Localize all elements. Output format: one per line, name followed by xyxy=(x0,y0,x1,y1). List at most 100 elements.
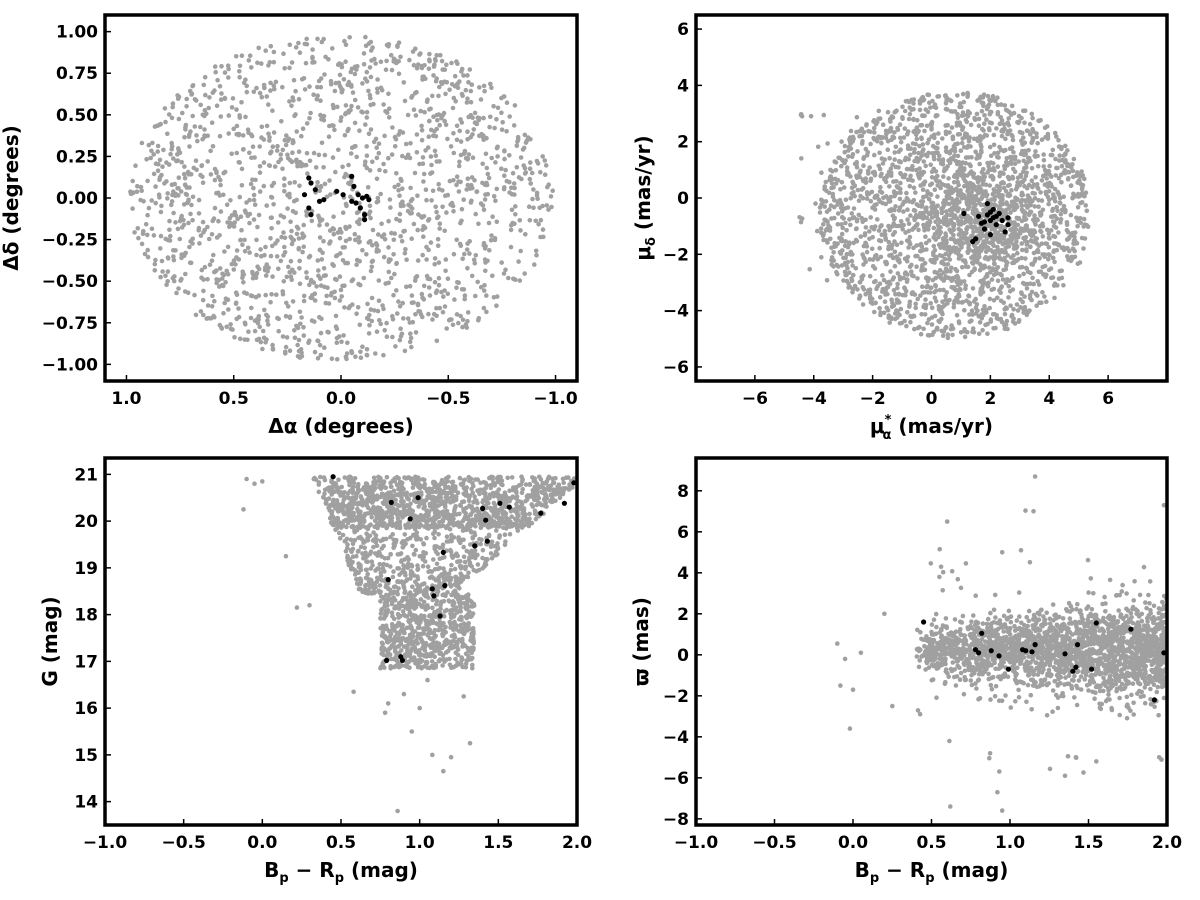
field-star-point xyxy=(439,58,445,64)
field-star-point xyxy=(911,225,917,231)
field-star-point xyxy=(546,207,551,212)
field-star-point xyxy=(360,344,365,350)
field-star-point xyxy=(550,188,555,193)
field-star-point xyxy=(998,102,1004,107)
field-star-point xyxy=(902,174,907,180)
field-star-point xyxy=(1008,160,1013,165)
field-star-point xyxy=(441,294,446,299)
field-star-point xyxy=(895,271,901,276)
field-star-point xyxy=(846,242,852,247)
field-star-point xyxy=(908,213,913,218)
field-star-point xyxy=(962,334,968,340)
field-star-point xyxy=(163,119,168,125)
field-star-point xyxy=(233,300,239,306)
field-star-point xyxy=(465,96,470,101)
field-star-point xyxy=(872,309,877,315)
field-star-point xyxy=(130,206,135,211)
field-star-point xyxy=(1033,222,1038,227)
field-star-point xyxy=(503,167,508,173)
field-star-point xyxy=(443,91,448,97)
field-star-point xyxy=(439,289,444,295)
field-star-point xyxy=(965,111,971,117)
field-star-point xyxy=(363,122,368,127)
field-star-point xyxy=(430,93,435,99)
field-star-point xyxy=(924,284,929,290)
field-star-point xyxy=(150,140,155,146)
field-star-point xyxy=(1038,229,1044,235)
y-tick-label: −4 xyxy=(663,302,689,322)
field-star-point xyxy=(153,184,158,189)
field-star-point xyxy=(877,116,883,121)
field-star-point xyxy=(1053,156,1058,162)
field-star-point xyxy=(1006,123,1012,128)
field-star-point xyxy=(190,236,195,242)
field-star-point xyxy=(961,113,967,118)
field-star-point xyxy=(269,149,274,154)
field-star-point xyxy=(1020,299,1025,305)
field-star-point xyxy=(1021,158,1026,164)
field-star-point xyxy=(202,264,208,270)
field-star-point xyxy=(506,275,511,281)
field-star-point xyxy=(821,112,827,118)
field-star-point xyxy=(896,223,902,229)
field-star-point xyxy=(909,262,914,268)
field-star-point xyxy=(887,320,892,325)
field-star-point xyxy=(290,150,295,155)
field-stars xyxy=(128,34,555,362)
member-star-point xyxy=(308,212,314,218)
field-star-point xyxy=(301,325,306,330)
field-star-point xyxy=(280,84,285,90)
field-star-point xyxy=(333,313,339,319)
member-star-point xyxy=(973,236,979,242)
field-star-point xyxy=(1002,326,1008,332)
field-star-point xyxy=(849,154,855,159)
field-star-point xyxy=(924,123,930,129)
field-star-point xyxy=(956,319,962,324)
field-star-point xyxy=(1031,217,1036,223)
field-star-point xyxy=(883,128,889,134)
field-star-point xyxy=(225,244,231,250)
field-star-point xyxy=(541,234,546,240)
field-star-point xyxy=(319,316,324,322)
field-star-point xyxy=(912,158,917,164)
field-star-point xyxy=(826,223,831,228)
field-star-point xyxy=(1080,182,1086,188)
field-star-point xyxy=(166,112,172,117)
field-star-point xyxy=(254,270,260,276)
field-star-point xyxy=(1032,213,1037,218)
field-star-point xyxy=(997,250,1002,256)
field-star-point xyxy=(929,215,935,220)
field-star-point xyxy=(929,305,935,311)
field-star-point xyxy=(1078,200,1083,206)
field-star-point xyxy=(1035,140,1040,146)
field-star-point xyxy=(241,272,247,277)
field-star-point xyxy=(845,172,850,177)
field-star-point xyxy=(374,176,380,182)
field-star-point xyxy=(487,248,492,253)
field-star-point xyxy=(1008,210,1013,215)
field-star-point xyxy=(876,108,882,114)
field-star-point xyxy=(1011,307,1016,312)
field-star-point xyxy=(375,308,381,314)
field-star-point xyxy=(935,194,940,199)
field-star-point xyxy=(256,45,262,51)
field-star-point xyxy=(868,176,874,182)
field-star-point xyxy=(480,180,485,186)
field-star-point xyxy=(822,186,827,192)
field-star-point xyxy=(848,195,853,201)
field-star-point xyxy=(469,82,475,87)
field-star-point xyxy=(268,88,273,93)
field-star-point xyxy=(941,168,947,174)
field-star-point xyxy=(844,169,850,174)
field-star-point xyxy=(359,109,364,114)
field-star-point xyxy=(421,74,427,79)
field-star-point xyxy=(923,297,928,302)
field-star-point xyxy=(838,187,843,192)
field-star-point xyxy=(381,352,386,358)
field-star-point xyxy=(1027,295,1033,301)
field-star-point xyxy=(340,210,346,215)
field-star-point xyxy=(433,153,439,158)
field-star-point xyxy=(950,109,955,114)
field-star-point xyxy=(946,256,952,262)
field-star-point xyxy=(857,294,863,299)
